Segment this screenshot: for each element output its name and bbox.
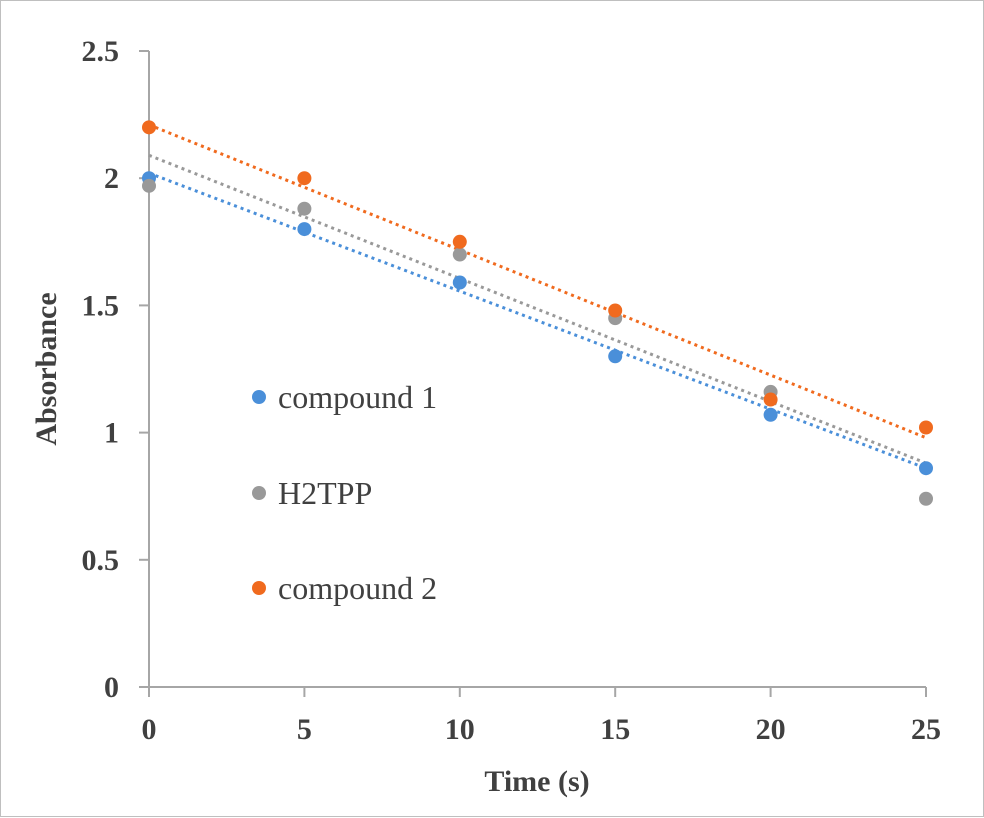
x-tick-label: 20	[756, 713, 786, 746]
trendlines	[148, 123, 927, 470]
trendline-compound-2	[148, 123, 927, 440]
x-tick-label: 25	[911, 713, 941, 746]
legend-label-compound-2: compound 2	[278, 570, 437, 606]
point-h2tpp	[142, 178, 156, 193]
axes: 0 5 10 15 20 25 0 0.5 1 1.5 2 2.5	[82, 35, 942, 746]
point-compound-1	[608, 349, 623, 364]
legend-marker-compound-1	[252, 390, 266, 404]
x-tick-label: 15	[600, 713, 630, 746]
x-tick-label: 10	[445, 713, 475, 746]
y-tick-label: 2.5	[82, 35, 120, 68]
y-tick-label: 0.5	[82, 544, 120, 577]
point-compound-2	[142, 120, 156, 135]
trendline-h2tpp	[148, 153, 927, 465]
point-h2tpp	[297, 201, 312, 216]
legend-label-compound-1: compound 1	[278, 379, 437, 415]
y-axis-title: Absorbance	[30, 292, 63, 445]
x-tick-label: 5	[297, 713, 312, 746]
point-h2tpp	[919, 491, 933, 506]
legend-marker-h2tpp	[252, 486, 266, 500]
point-compound-1	[763, 407, 778, 422]
y-tick-label: 1	[104, 417, 119, 450]
point-compound-2	[608, 303, 623, 318]
point-compound-2	[452, 234, 467, 249]
point-compound-1	[452, 275, 467, 290]
y-tick-label: 0	[104, 671, 119, 704]
legend-marker-compound-2	[252, 581, 266, 595]
legend: compound 1 H2TPP compound 2	[252, 379, 437, 606]
y-tick-label: 2	[104, 162, 119, 195]
point-compound-2	[297, 171, 312, 186]
point-compound-2	[763, 392, 778, 407]
point-compound-2	[919, 420, 933, 435]
point-compound-1	[297, 222, 312, 237]
x-tick-label: 0	[142, 713, 157, 746]
x-axis-title: Time (s)	[484, 765, 589, 798]
legend-label-h2tpp: H2TPP	[278, 475, 372, 511]
y-tick-label: 1.5	[82, 289, 120, 322]
point-compound-1	[919, 461, 933, 476]
trendline-compound-1	[148, 171, 927, 470]
point-h2tpp	[452, 247, 467, 262]
data-points	[142, 120, 933, 506]
